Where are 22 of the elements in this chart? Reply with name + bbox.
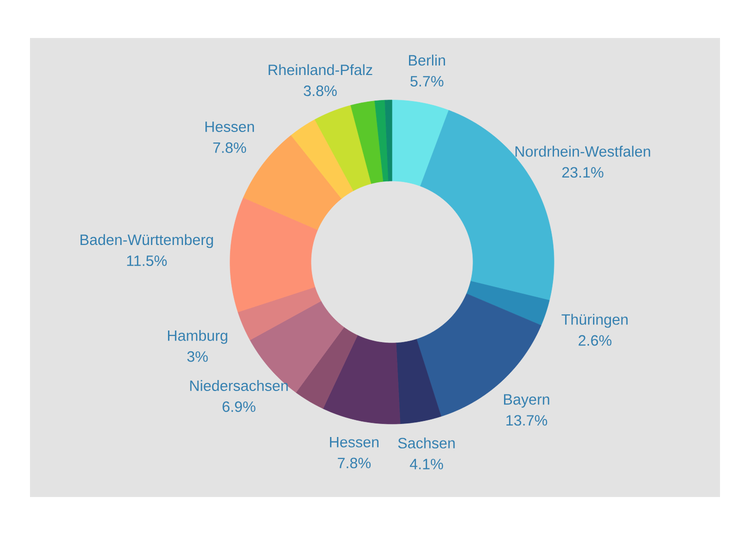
slice-label: Hessen [205,122,254,132]
data-label: 7.8% [213,142,246,153]
slice-label: Berlin [408,54,446,66]
slice-label: Hessen [330,436,378,448]
slice-label: Baden-Württemberg [80,234,213,248]
data-label: 4.1% [410,458,444,470]
data-label: 11.5% [127,256,167,266]
slice-label: Rheinland-Pfalz [268,64,372,76]
data-label: 3% [187,351,208,362]
slice-label: Hamburg [168,330,228,344]
slice-label: Nordrhein-Westfalen [516,146,650,157]
data-label: 5.7% [410,76,444,87]
slice-label: Niedersachsen [190,380,288,392]
data-label: 23.1% [562,167,604,178]
data-label: 2.6% [578,335,612,346]
data-label: 13.7% [506,415,548,426]
data-label: 3.8% [304,86,337,96]
slice-label: Thüringen [562,314,628,328]
slice-label: Bayern [504,394,550,408]
slice-label: Sachsen [398,437,455,448]
data-label: 6.9% [222,401,256,412]
data-label: 7.8% [338,458,371,468]
